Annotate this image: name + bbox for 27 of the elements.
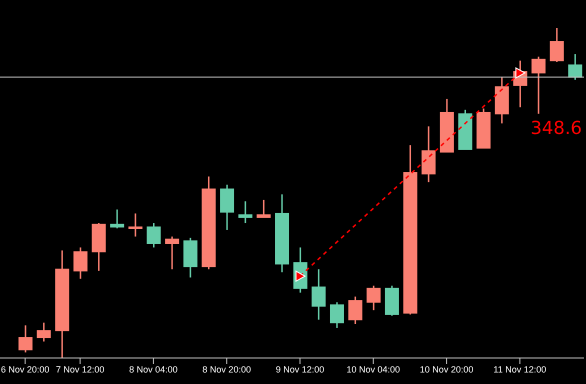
candlestick bbox=[128, 212, 142, 238]
candlestick bbox=[366, 284, 381, 311]
x-tick-label: 6 Nov 20:00 bbox=[0, 364, 50, 374]
candlestick bbox=[532, 56, 546, 115]
x-tick-label: 9 Nov 12:00 bbox=[276, 364, 324, 374]
candlestick bbox=[110, 208, 124, 230]
candlestick bbox=[36, 322, 51, 342]
x-tick-label: 8 Nov 04:00 bbox=[129, 364, 178, 374]
candlestick bbox=[348, 296, 362, 325]
x-tick-label: 10 Nov 20:00 bbox=[420, 364, 474, 374]
x-tick-label: 10 Nov 04:00 bbox=[346, 364, 400, 374]
candlestick bbox=[330, 301, 344, 329]
candlestick bbox=[146, 222, 161, 248]
candlestick bbox=[73, 246, 88, 280]
candlestick bbox=[165, 236, 180, 270]
x-tick-label: 7 Nov 12:00 bbox=[56, 364, 104, 374]
candlestick bbox=[256, 199, 271, 218]
candlestick bbox=[422, 126, 436, 183]
candlestick bbox=[568, 53, 582, 81]
candlestick bbox=[550, 28, 564, 63]
x-tick-label: 8 Nov 20:00 bbox=[202, 364, 251, 374]
candlestick bbox=[238, 200, 252, 224]
candlestick bbox=[18, 324, 32, 354]
annotation: 348.6 bbox=[529, 118, 583, 139]
x-tick-label: 11 Nov 12:00 bbox=[493, 364, 546, 374]
candlestick bbox=[220, 184, 234, 231]
candlestick bbox=[312, 268, 326, 320]
